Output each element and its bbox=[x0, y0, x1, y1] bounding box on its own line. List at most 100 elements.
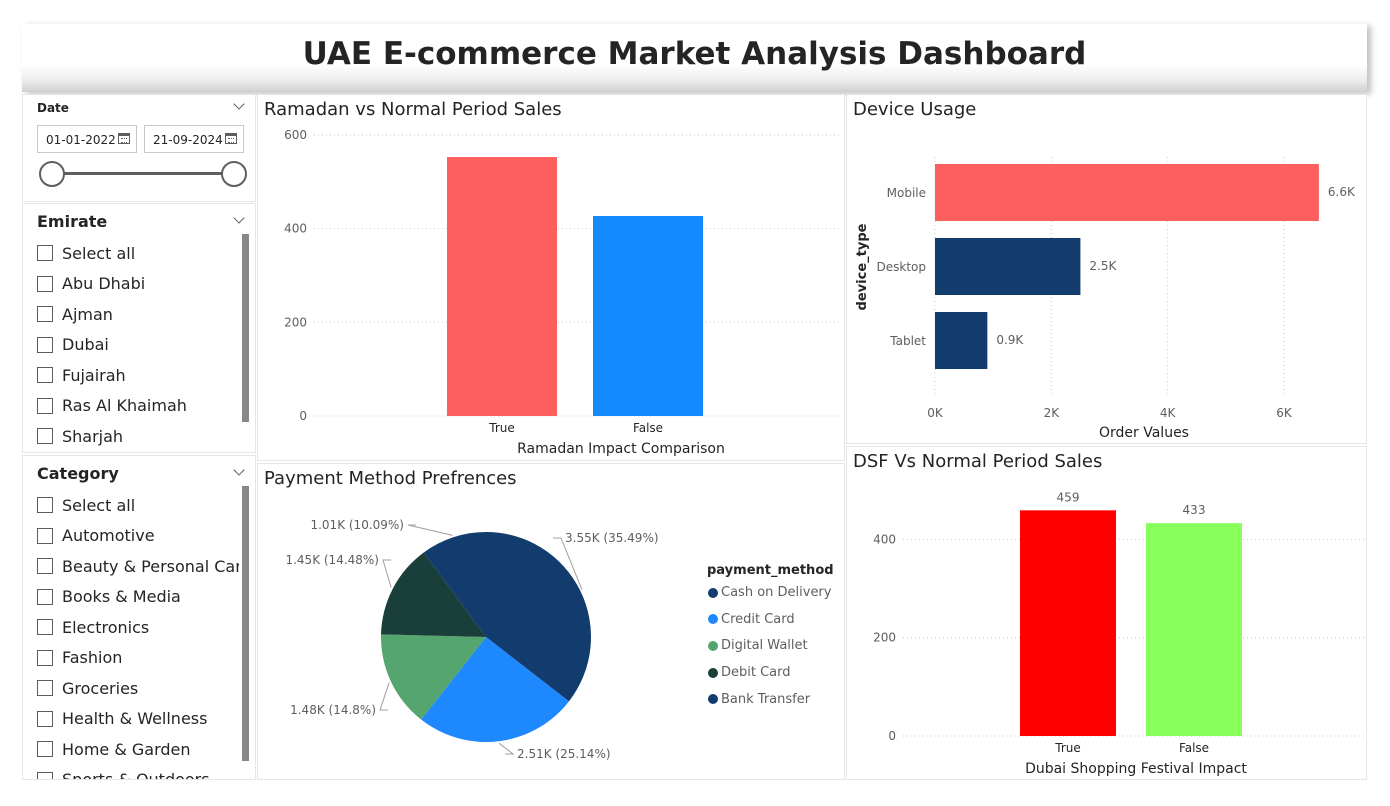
checkbox[interactable] bbox=[37, 680, 53, 697]
slicer-item[interactable]: Select all bbox=[37, 490, 239, 521]
legend-item[interactable]: Bank Transfer bbox=[708, 692, 810, 707]
slicer-item[interactable]: Groceries bbox=[37, 673, 239, 704]
data-label: 2.5K bbox=[1089, 259, 1117, 273]
category-list: Select all Automotive Beauty & Personal Ca… bbox=[37, 490, 239, 779]
slicer-item-label: Ras Al Khaimah bbox=[62, 396, 187, 416]
device-chart-panel: Device Usage 0K 2K 4K 6K Mobile 6.6K Desktop 2.… bbox=[846, 94, 1367, 444]
x-tick-label: False bbox=[633, 421, 663, 435]
legend-item[interactable]: Digital Wallet bbox=[708, 638, 808, 653]
slicer-item[interactable]: Fashion bbox=[37, 643, 239, 674]
slicer-item[interactable]: Abu Dhabi bbox=[37, 269, 239, 300]
data-label: 1.48K (14.8%) bbox=[290, 703, 376, 717]
slicer-item[interactable]: Dubai bbox=[37, 330, 239, 361]
checkbox[interactable] bbox=[37, 588, 53, 605]
legend-item[interactable]: Debit Card bbox=[708, 665, 791, 680]
date-range-track[interactable] bbox=[53, 172, 233, 175]
legend-swatch bbox=[708, 587, 718, 598]
legend-label: Cash on Delivery bbox=[721, 585, 832, 600]
payment-chart-title: Payment Method Prefrences bbox=[264, 468, 517, 489]
slicer-item[interactable]: Electronics bbox=[37, 612, 239, 643]
x-tick-label: 2K bbox=[1044, 406, 1061, 420]
data-label: 459 bbox=[1057, 490, 1080, 504]
checkbox[interactable] bbox=[37, 367, 53, 384]
slicer-item[interactable]: Home & Garden bbox=[37, 734, 239, 765]
emirate-slicer: Emirate Select all Abu Dhabi Ajman Dubai Fuj… bbox=[22, 203, 256, 453]
start-date-input[interactable]: 01-01-2022 bbox=[37, 125, 137, 153]
dsf-chart: 0 200 400 True 459 False 433 Dubai Shopping Fes… bbox=[873, 490, 1364, 777]
checkbox[interactable] bbox=[37, 428, 53, 445]
slicer-item[interactable]: Sharjah bbox=[37, 421, 239, 452]
payment-chart: 3.55K (35.49%) 2.51K (25.14%) 1.48K (14.8%… bbox=[285, 518, 659, 761]
slicer-item[interactable]: Select all bbox=[37, 238, 239, 269]
slicer-item-label: Groceries bbox=[62, 678, 139, 698]
end-date-value: 21-09-2024 bbox=[153, 133, 223, 147]
checkbox[interactable] bbox=[37, 649, 53, 666]
checkbox[interactable] bbox=[37, 397, 53, 414]
checkbox[interactable] bbox=[37, 558, 53, 575]
bar bbox=[935, 164, 1319, 221]
end-date-input[interactable]: 21-09-2024 bbox=[144, 125, 244, 153]
slicer-item[interactable]: Sports & Outdoors bbox=[37, 765, 239, 779]
checkbox[interactable] bbox=[37, 619, 53, 636]
slicer-item-label: Home & Garden bbox=[62, 739, 191, 759]
legend-label: Bank Transfer bbox=[721, 691, 811, 707]
checkbox[interactable] bbox=[37, 497, 53, 514]
y-tick-label: 0 bbox=[299, 409, 307, 423]
calendar-icon[interactable] bbox=[118, 133, 130, 144]
slicer-item-label: Fashion bbox=[62, 648, 123, 668]
checkbox[interactable] bbox=[37, 336, 53, 353]
slicer-item-label: Books & Media bbox=[62, 587, 181, 607]
data-label: 6.6K bbox=[1328, 185, 1356, 199]
slicer-item-label: Electronics bbox=[62, 617, 150, 637]
slicer-item[interactable]: Ajman bbox=[37, 299, 239, 330]
x-tick-label: 0K bbox=[927, 406, 944, 420]
ramadan-chart-panel: Ramadan vs Normal Period Sales 0 200 400 60… bbox=[257, 94, 845, 461]
leader-line bbox=[407, 524, 453, 536]
slicer-item-label: Select all bbox=[62, 243, 136, 263]
x-tick-label: 6K bbox=[1276, 406, 1293, 420]
chevron-down-icon[interactable] bbox=[233, 98, 245, 110]
ramadan-chart: 0 200 400 600 True False Ramadan Impact Compar… bbox=[284, 128, 842, 457]
chevron-down-icon[interactable] bbox=[233, 212, 245, 224]
legend-item[interactable]: Cash on Delivery bbox=[708, 585, 831, 600]
y-tick-label: 200 bbox=[284, 315, 307, 329]
checkbox[interactable] bbox=[37, 527, 53, 544]
legend-item[interactable]: Credit Card bbox=[708, 612, 795, 627]
x-tick-label: 4K bbox=[1160, 406, 1177, 420]
slicer-item[interactable]: Automotive bbox=[37, 521, 239, 552]
date-slicer-label: Date bbox=[37, 101, 69, 115]
data-label: 1.01K (10.09%) bbox=[310, 518, 404, 532]
checkbox[interactable] bbox=[37, 741, 53, 758]
slicer-item[interactable]: Beauty & Personal Care bbox=[37, 551, 239, 582]
leader-line bbox=[498, 742, 515, 755]
date-range-start-handle[interactable] bbox=[39, 161, 65, 187]
legend-swatch bbox=[708, 694, 718, 705]
data-label: 3.55K (35.49%) bbox=[565, 531, 659, 545]
payment-legend-title: payment_method bbox=[707, 563, 834, 578]
emirate-scrollbar[interactable] bbox=[242, 234, 249, 422]
legend-swatch bbox=[708, 614, 718, 625]
chevron-down-icon[interactable] bbox=[233, 464, 245, 476]
emirate-slicer-title: Emirate bbox=[37, 212, 108, 231]
date-range-end-handle[interactable] bbox=[221, 161, 247, 187]
category-slicer-title: Category bbox=[37, 464, 119, 483]
checkbox[interactable] bbox=[37, 710, 53, 727]
data-label: 433 bbox=[1183, 503, 1206, 517]
checkbox[interactable] bbox=[37, 275, 53, 292]
slicer-item[interactable]: Books & Media bbox=[37, 582, 239, 613]
slicer-item[interactable]: Health & Wellness bbox=[37, 704, 239, 735]
slicer-item-label: Abu Dhabi bbox=[62, 274, 146, 294]
category-scrollbar[interactable] bbox=[242, 486, 249, 761]
date-slicer[interactable]: Date 01-01-2022 21-09-2024 bbox=[22, 94, 256, 202]
slicer-item[interactable]: Ras Al Khaimah bbox=[37, 391, 239, 422]
calendar-icon[interactable] bbox=[225, 133, 237, 144]
emirate-list: Select all Abu Dhabi Ajman Dubai Fujairah Ras… bbox=[37, 238, 239, 452]
checkbox[interactable] bbox=[37, 771, 53, 779]
pie-slice bbox=[423, 532, 486, 637]
checkbox[interactable] bbox=[37, 306, 53, 323]
category-slicer: Category Select all Automotive Beauty & Pe… bbox=[22, 455, 256, 780]
pie-slice bbox=[381, 634, 486, 720]
checkbox[interactable] bbox=[37, 245, 53, 262]
legend-label: Debit Card bbox=[721, 665, 791, 681]
slicer-item[interactable]: Fujairah bbox=[37, 360, 239, 391]
